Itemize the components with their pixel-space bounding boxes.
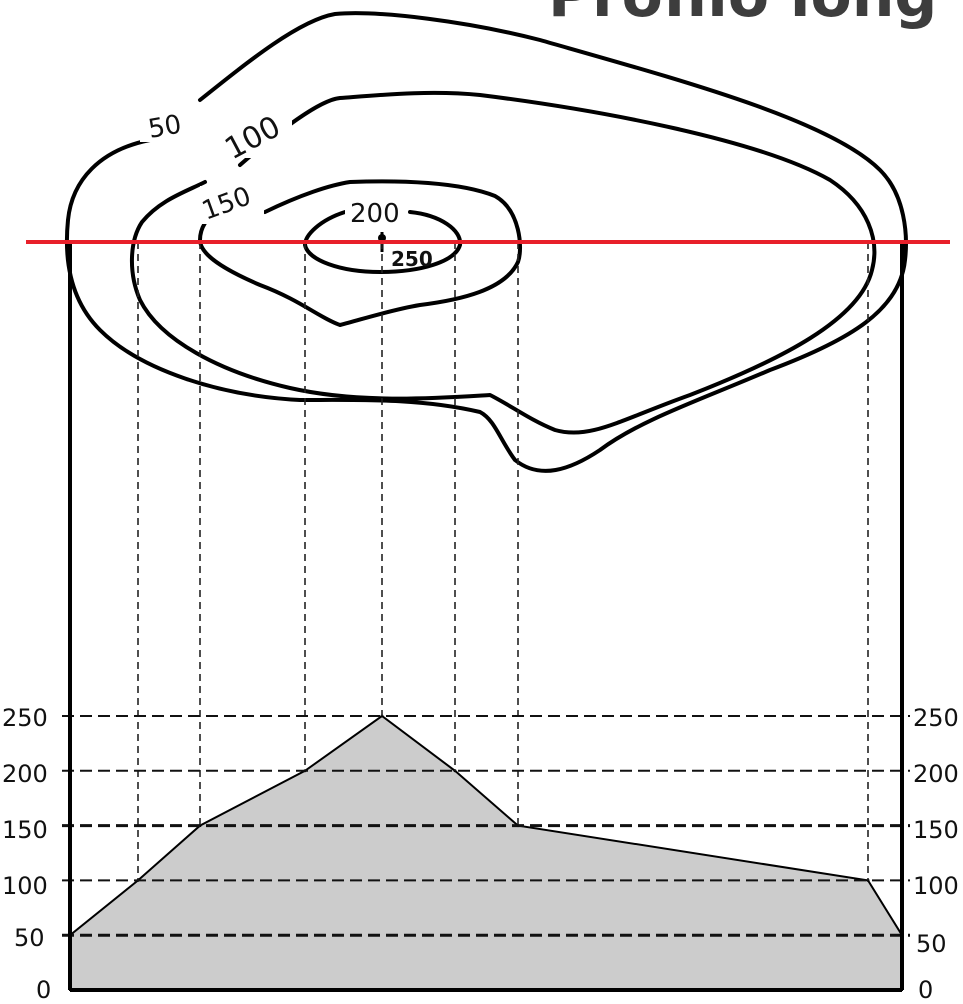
left-tick-250: 250: [2, 704, 48, 732]
contour-label-100: 100: [219, 109, 286, 167]
right-tick-200: 200: [913, 760, 959, 788]
profile-area: [69, 715, 904, 991]
right-elevation-axis: 250 200 150 100 50 0: [913, 704, 959, 1004]
left-tick-0: 0: [36, 976, 51, 1004]
left-elevation-axis: 250 200 150 100 50 0: [2, 704, 51, 1004]
summit-label: 250: [391, 247, 433, 271]
right-tick-150: 150: [913, 816, 959, 844]
contour-label-50: 50: [146, 110, 184, 145]
right-tick-250: 250: [913, 704, 959, 732]
right-tick-0: 0: [918, 976, 933, 1004]
right-tick-50: 50: [916, 930, 947, 958]
right-tick-100: 100: [913, 872, 959, 900]
left-tick-50: 50: [14, 924, 45, 952]
profile-polygon: [70, 716, 902, 990]
contour-label-200: 200: [350, 199, 400, 229]
left-tick-100: 100: [2, 872, 48, 900]
left-tick-200: 200: [2, 760, 48, 788]
projection-lines: [138, 242, 868, 880]
left-tick-150: 150: [2, 816, 48, 844]
